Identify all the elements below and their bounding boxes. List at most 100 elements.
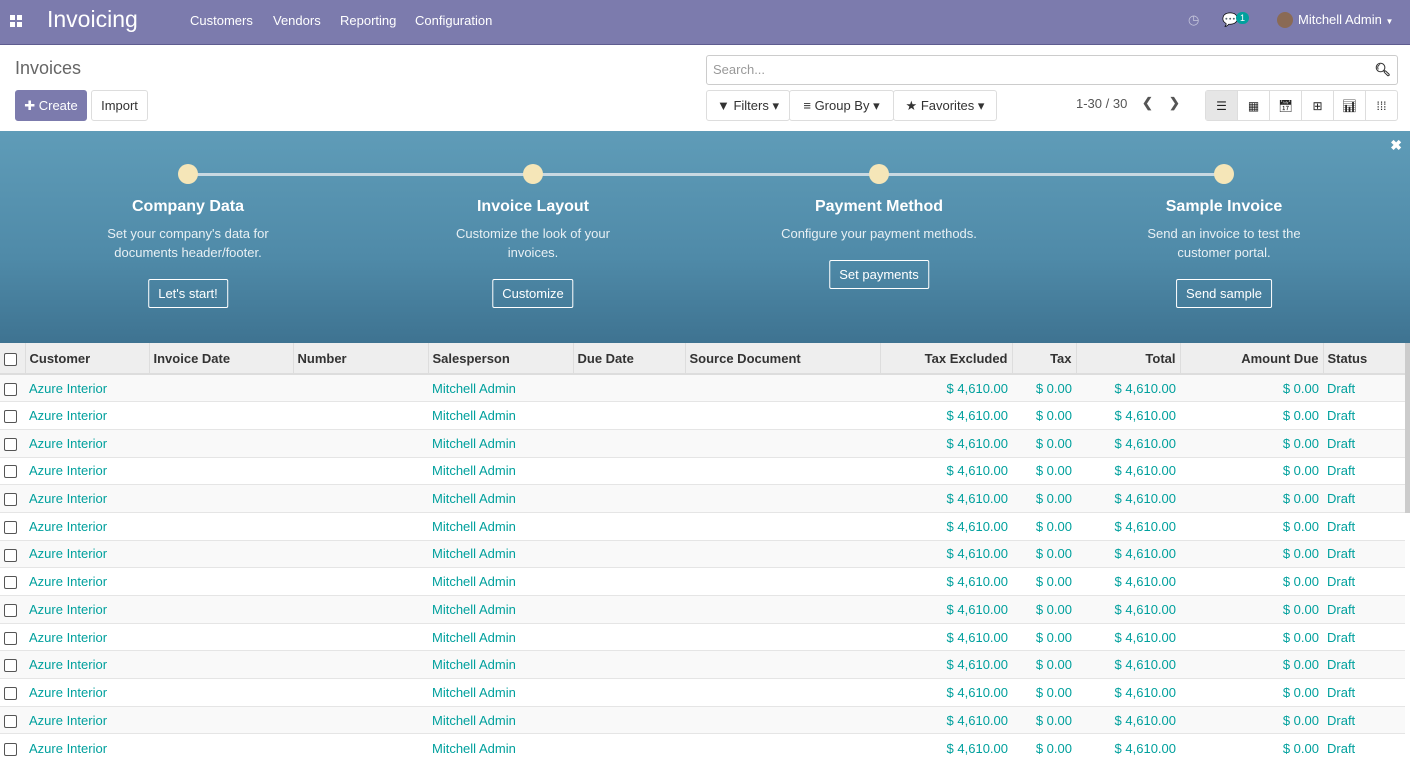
table-row[interactable]: Azure Interior Mitchell Admin $ 4,610.00… <box>0 622 1405 651</box>
customer-cell[interactable]: Azure Interior <box>25 733 149 762</box>
menu-reporting[interactable]: Reporting <box>340 13 397 28</box>
pager-value[interactable]: 1-30 / 30 <box>1076 96 1128 111</box>
select-all-checkbox[interactable] <box>0 343 26 375</box>
menu-vendors[interactable]: Vendors <box>273 13 321 28</box>
col-salesperson[interactable]: Salesperson <box>428 343 574 375</box>
calendar-view-icon[interactable]: 📅︎ <box>1270 91 1302 120</box>
row-checkbox[interactable] <box>0 622 25 651</box>
apps-menu-icon[interactable] <box>10 15 22 27</box>
customer-cell[interactable]: Azure Interior <box>25 539 149 568</box>
table-row[interactable]: Azure Interior Mitchell Admin $ 4,610.00… <box>0 539 1405 568</box>
create-button[interactable]: ✚ Create <box>15 90 87 121</box>
salesperson-cell[interactable]: Mitchell Admin <box>428 678 573 707</box>
filters-button[interactable]: ▼ Filters ▾ <box>706 90 790 121</box>
customer-cell[interactable]: Azure Interior <box>25 401 149 430</box>
customize-button[interactable]: Customize <box>492 279 574 308</box>
row-checkbox[interactable] <box>0 705 25 734</box>
menu-configuration[interactable]: Configuration <box>415 13 493 28</box>
activity-clock-icon[interactable]: ◷ <box>1188 12 1200 27</box>
row-checkbox[interactable] <box>0 373 25 402</box>
col-total[interactable]: Total <box>1076 343 1181 375</box>
row-checkbox[interactable] <box>0 567 25 596</box>
import-button[interactable]: Import <box>91 90 148 121</box>
pager-next-icon[interactable]: ❯ <box>1169 95 1180 110</box>
row-checkbox[interactable] <box>0 595 25 624</box>
send-sample-button[interactable]: Send sample <box>1176 279 1272 308</box>
row-checkbox[interactable] <box>0 484 25 513</box>
table-row[interactable]: Azure Interior Mitchell Admin $ 4,610.00… <box>0 373 1405 402</box>
row-checkbox[interactable] <box>0 428 25 458</box>
col-number[interactable]: Number <box>293 343 429 375</box>
menu-customers[interactable]: Customers <box>190 13 253 28</box>
col-tax-excluded[interactable]: Tax Excluded <box>880 343 1013 375</box>
customer-cell[interactable]: Azure Interior <box>25 484 149 513</box>
customer-cell[interactable]: Azure Interior <box>25 678 149 707</box>
salesperson-cell[interactable]: Mitchell Admin <box>428 622 573 651</box>
col-invoice-date[interactable]: Invoice Date <box>149 343 294 375</box>
col-customer[interactable]: Customer <box>25 343 150 375</box>
row-checkbox[interactable] <box>0 650 25 679</box>
kanban-view-icon[interactable]: ▦ <box>1238 91 1270 120</box>
user-menu[interactable]: Mitchell Admin ▼ <box>1298 12 1393 27</box>
avatar[interactable] <box>1277 12 1293 28</box>
customer-cell[interactable]: Azure Interior <box>25 567 149 596</box>
salesperson-cell[interactable]: Mitchell Admin <box>428 484 573 513</box>
customer-cell[interactable]: Azure Interior <box>25 456 149 485</box>
favorites-button[interactable]: ★ Favorites ▾ <box>893 90 997 121</box>
salesperson-cell[interactable]: Mitchell Admin <box>428 373 573 402</box>
table-row[interactable]: Azure Interior Mitchell Admin $ 4,610.00… <box>0 678 1405 707</box>
pivot-view-icon[interactable]: ⊞ <box>1302 91 1334 120</box>
lets-start-button[interactable]: Let's start! <box>148 279 228 308</box>
table-row[interactable]: Azure Interior Mitchell Admin $ 4,610.00… <box>0 567 1405 596</box>
group-by-button[interactable]: ≡ Group By ▾ <box>789 90 894 121</box>
col-source-document[interactable]: Source Document <box>685 343 881 375</box>
customer-cell[interactable]: Azure Interior <box>25 511 149 541</box>
close-icon[interactable]: ✖ <box>1390 137 1402 153</box>
table-row[interactable]: Azure Interior Mitchell Admin $ 4,610.00… <box>0 401 1405 430</box>
customer-cell[interactable]: Azure Interior <box>25 595 149 624</box>
salesperson-cell[interactable]: Mitchell Admin <box>428 428 573 458</box>
col-status[interactable]: Status <box>1323 343 1406 375</box>
col-amount-due[interactable]: Amount Due <box>1180 343 1324 375</box>
row-checkbox[interactable] <box>0 678 25 707</box>
salesperson-cell[interactable]: Mitchell Admin <box>428 511 573 541</box>
customer-cell[interactable]: Azure Interior <box>25 373 149 402</box>
salesperson-cell[interactable]: Mitchell Admin <box>428 567 573 596</box>
table-row[interactable]: Azure Interior Mitchell Admin $ 4,610.00… <box>0 595 1405 624</box>
customer-cell[interactable]: Azure Interior <box>25 428 149 458</box>
scrollbar[interactable] <box>1405 343 1410 513</box>
col-due-date[interactable]: Due Date <box>573 343 686 375</box>
table-row[interactable]: Azure Interior Mitchell Admin $ 4,610.00… <box>0 511 1405 541</box>
col-tax[interactable]: Tax <box>1012 343 1077 375</box>
salesperson-cell[interactable]: Mitchell Admin <box>428 705 573 734</box>
row-checkbox[interactable] <box>0 456 25 485</box>
salesperson-cell[interactable]: Mitchell Admin <box>428 456 573 485</box>
row-checkbox[interactable] <box>0 733 25 762</box>
table-row[interactable]: Azure Interior Mitchell Admin $ 4,610.00… <box>0 484 1405 513</box>
pager-previous-icon[interactable]: ❮ <box>1142 95 1153 110</box>
salesperson-cell[interactable]: Mitchell Admin <box>428 401 573 430</box>
messages-icon[interactable]: 💬 <box>1222 12 1239 27</box>
app-title[interactable]: Invoicing <box>47 6 138 32</box>
row-checkbox[interactable] <box>0 401 25 430</box>
table-row[interactable]: Azure Interior Mitchell Admin $ 4,610.00… <box>0 650 1405 679</box>
search-input[interactable]: Search... 🔍︎ <box>706 55 1398 85</box>
search-icon[interactable]: 🔍︎ <box>1374 62 1391 77</box>
list-view-icon[interactable]: ☰ <box>1206 91 1238 120</box>
customer-cell[interactable]: Azure Interior <box>25 705 149 734</box>
table-row[interactable]: Azure Interior Mitchell Admin $ 4,610.00… <box>0 456 1405 485</box>
grid-view-icon[interactable]: ⁞⁞⁞ <box>1376 98 1387 113</box>
salesperson-cell[interactable]: Mitchell Admin <box>428 595 573 624</box>
set-payments-button[interactable]: Set payments <box>829 260 929 289</box>
table-row[interactable]: Azure Interior Mitchell Admin $ 4,610.00… <box>0 428 1405 458</box>
customer-cell[interactable]: Azure Interior <box>25 622 149 651</box>
salesperson-cell[interactable]: Mitchell Admin <box>428 650 573 679</box>
row-checkbox[interactable] <box>0 511 25 541</box>
graph-view-icon[interactable]: 📊︎ <box>1334 91 1366 120</box>
table-row[interactable]: Azure Interior Mitchell Admin $ 4,610.00… <box>0 733 1405 762</box>
customer-cell[interactable]: Azure Interior <box>25 650 149 679</box>
salesperson-cell[interactable]: Mitchell Admin <box>428 539 573 568</box>
table-row[interactable]: Azure Interior Mitchell Admin $ 4,610.00… <box>0 705 1405 734</box>
row-checkbox[interactable] <box>0 539 25 568</box>
salesperson-cell[interactable]: Mitchell Admin <box>428 733 573 762</box>
